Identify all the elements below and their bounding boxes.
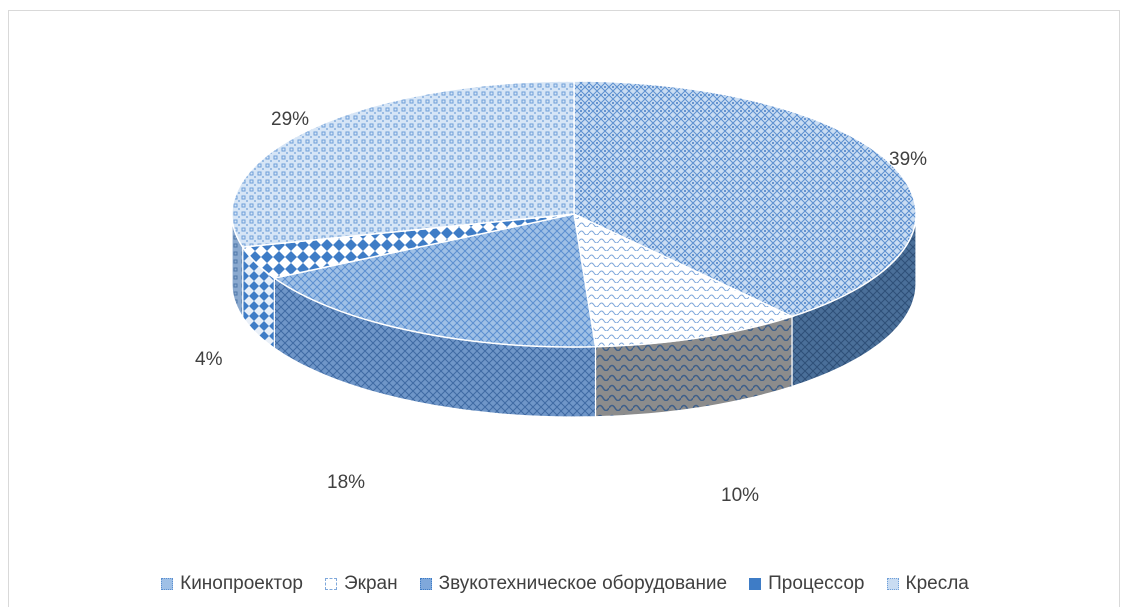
pie-slice-ekran bbox=[573, 212, 795, 348]
legend-label: Кинопроектор bbox=[180, 573, 304, 594]
legend-item-kresla: Кресла bbox=[886, 573, 969, 595]
legend-label: Процессор bbox=[768, 573, 865, 594]
legend-swatch-icon bbox=[419, 578, 432, 590]
pie-slice-zvuk bbox=[272, 213, 597, 348]
legend-swatch-icon bbox=[325, 578, 338, 590]
legend-item-ekran: Экран bbox=[325, 573, 398, 595]
pie-slices bbox=[231, 80, 917, 348]
legend-item-kinoproektor: Кинопроектор bbox=[161, 573, 303, 595]
legend-label: Экран bbox=[344, 573, 398, 594]
legend-item-processor: Процессор bbox=[749, 573, 865, 595]
data-label-kinoproektor: 39% bbox=[889, 149, 928, 170]
data-label-zvuk: 18% bbox=[327, 472, 366, 493]
data-label-ekran: 10% bbox=[721, 485, 760, 506]
legend-label: Кресла bbox=[905, 573, 969, 594]
data-label-kresla: 29% bbox=[271, 109, 310, 130]
legend-swatch-icon bbox=[161, 578, 174, 590]
chart-legend: Кинопроектор Экран Звукотехническое обор… bbox=[9, 573, 1121, 595]
legend-swatch-icon bbox=[886, 578, 899, 590]
data-label-processor: 4% bbox=[195, 349, 223, 370]
chart-area: 39% 10% 18% 4% 29% Кинопроектор Экран Зв… bbox=[8, 10, 1120, 607]
legend-swatch-icon bbox=[749, 578, 762, 590]
legend-label: Звукотехническое оборудование bbox=[438, 573, 728, 594]
pie-slice-kinoproektor bbox=[573, 80, 917, 318]
pie-chart bbox=[231, 80, 917, 418]
pie-slice-kresla bbox=[231, 80, 575, 248]
legend-item-zvuk: Звукотехническое оборудование bbox=[419, 573, 728, 595]
